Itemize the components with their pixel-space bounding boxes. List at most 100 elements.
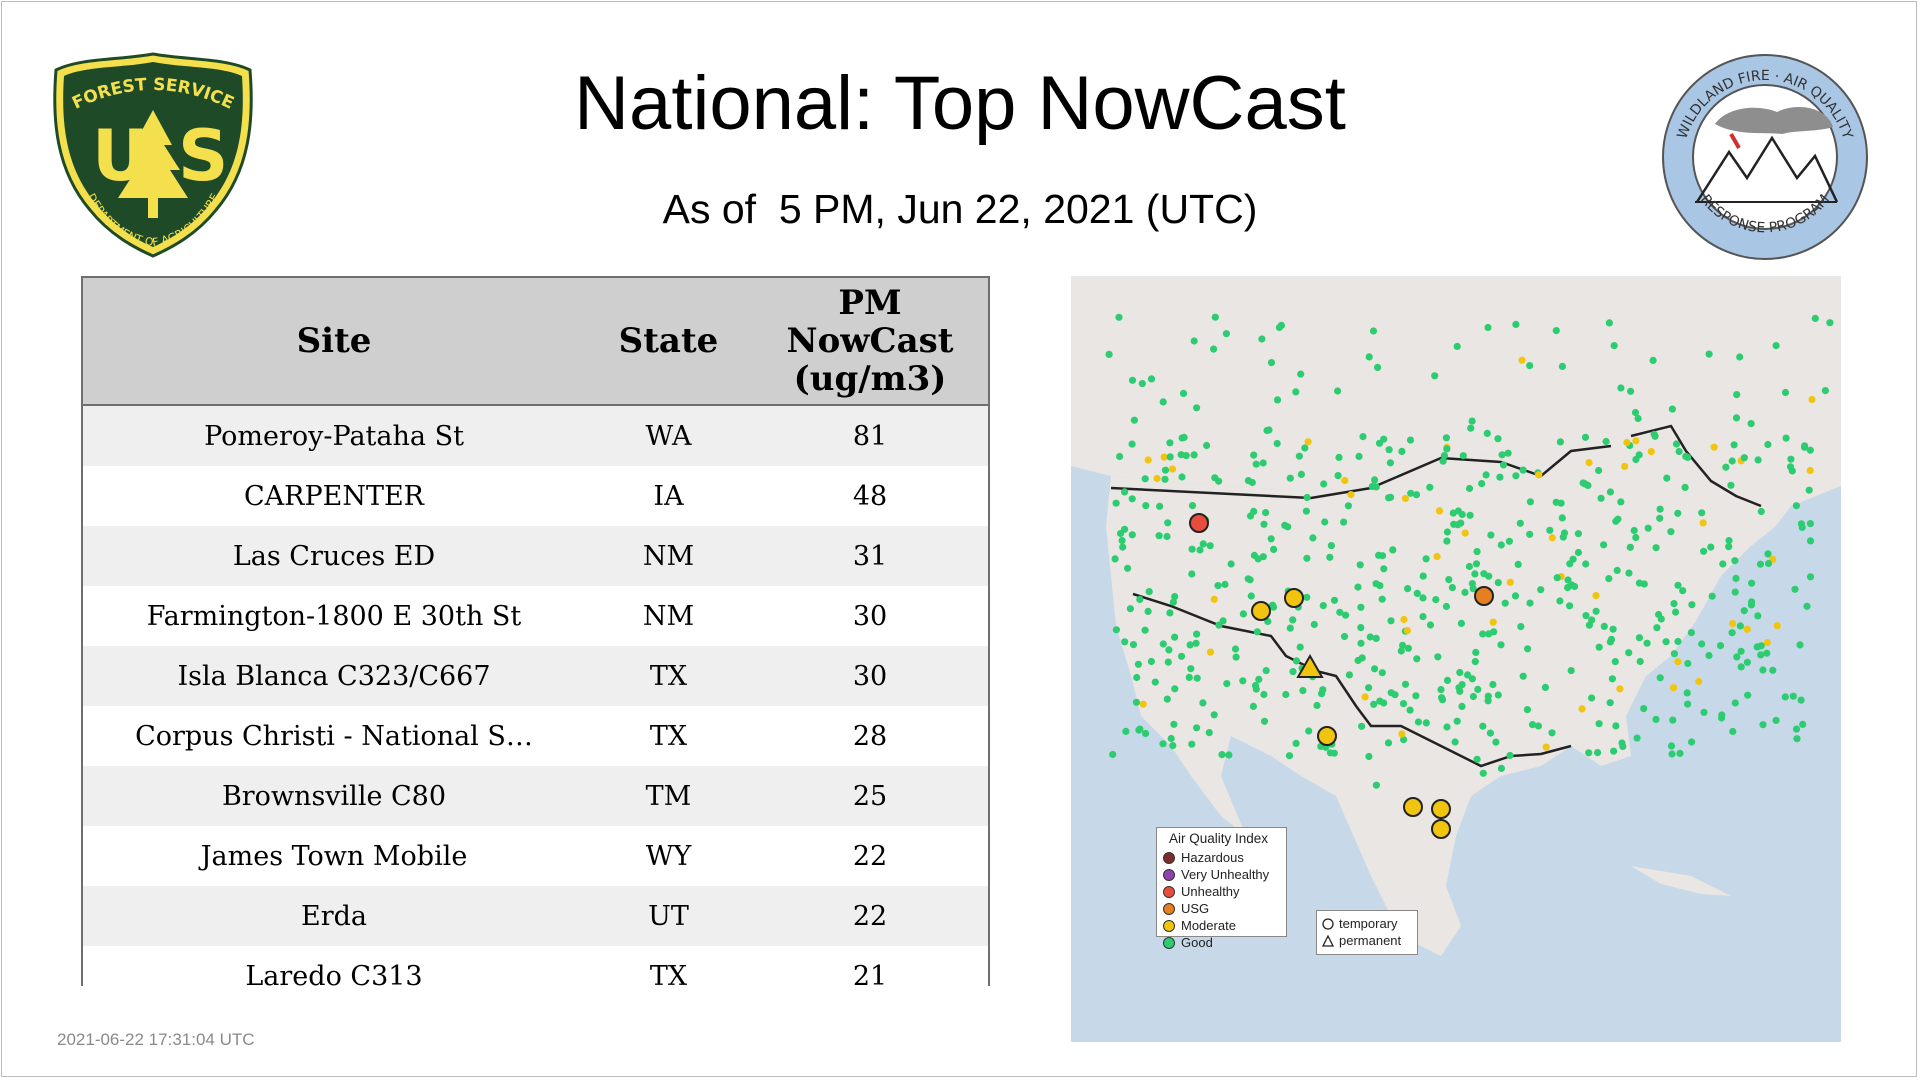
station-dot — [1716, 642, 1725, 650]
station-dot — [1126, 605, 1134, 613]
station-dot — [1556, 597, 1564, 605]
station-dot — [1142, 502, 1150, 510]
station-dot — [1414, 718, 1422, 726]
cell-site: CARPENTER — [243, 480, 425, 512]
station-dot — [1297, 470, 1305, 478]
station-dot — [1471, 658, 1479, 666]
station-dot — [1132, 698, 1140, 706]
station-dot — [1304, 438, 1312, 446]
station-dot — [1193, 404, 1201, 412]
station-dot — [1188, 740, 1196, 748]
station-dot — [1524, 645, 1532, 653]
station-dot — [1372, 634, 1380, 642]
station-dot — [1479, 630, 1487, 638]
station-dot — [1681, 483, 1689, 491]
station-dot — [1239, 677, 1247, 685]
station-dot — [1335, 453, 1343, 461]
station-dot — [1365, 752, 1373, 761]
station-dot — [1115, 313, 1123, 321]
station-dot — [1301, 444, 1309, 452]
station-dot — [1260, 690, 1268, 699]
station-dot — [1626, 543, 1634, 551]
station-dot — [1806, 537, 1815, 545]
cell-value: 81 — [852, 420, 888, 452]
station-dot — [1675, 447, 1683, 456]
station-dot — [1179, 389, 1188, 397]
station-dot — [1407, 489, 1415, 497]
station-dot — [1136, 595, 1144, 603]
station-dot — [1705, 350, 1713, 358]
station-dot — [1134, 660, 1142, 668]
station-dot — [1130, 416, 1138, 424]
station-dot — [1199, 540, 1207, 548]
station-dot — [1264, 617, 1272, 626]
station-dot — [1478, 480, 1486, 488]
station-dot — [1397, 647, 1405, 655]
station-dot — [1334, 387, 1342, 395]
station-dot — [1371, 665, 1379, 673]
station-dot — [1419, 572, 1427, 580]
station-dot — [1210, 711, 1218, 719]
station-dot — [1380, 565, 1388, 573]
station-dot — [1289, 668, 1297, 676]
station-dot — [1281, 521, 1289, 529]
station-dot — [1528, 721, 1537, 729]
station-dot — [1400, 615, 1408, 624]
station-dot — [1566, 560, 1574, 568]
station-dot — [1167, 734, 1175, 743]
cell-value: 25 — [852, 780, 888, 812]
station-dot — [1635, 579, 1643, 587]
station-dot — [1164, 519, 1172, 527]
station-dot — [1747, 420, 1755, 428]
station-dot — [1764, 559, 1773, 568]
svg-text:U: U — [92, 115, 149, 197]
station-dot — [1635, 634, 1643, 642]
station-dot — [1171, 633, 1179, 641]
station-dot — [1606, 699, 1614, 707]
station-dot — [1357, 624, 1365, 632]
station-dot — [1729, 620, 1737, 628]
station-dot — [1574, 548, 1582, 557]
station-dot — [1376, 582, 1384, 590]
station-dot — [1489, 680, 1497, 689]
station-dot — [1605, 575, 1613, 583]
station-dot — [1605, 319, 1613, 327]
station-dot — [1600, 622, 1608, 630]
station-dot — [1781, 388, 1790, 397]
station-dot — [1443, 528, 1451, 536]
station-dot — [1250, 451, 1258, 459]
station-dot — [1519, 466, 1527, 474]
table-row: Pomeroy-Pataha St WA 81 — [83, 405, 988, 466]
station-dot — [1401, 680, 1410, 688]
station-dot — [1672, 608, 1680, 616]
station-dot — [1670, 650, 1678, 658]
station-dot — [1526, 599, 1534, 607]
station-dot — [1171, 685, 1179, 693]
station-dot — [1578, 705, 1586, 713]
station-dot — [1753, 643, 1761, 651]
station-dot — [1225, 751, 1233, 759]
station-dot — [1486, 729, 1494, 737]
station-dot — [1199, 699, 1207, 707]
top-nowcast-table: Site State PM NowCast (ug/m3) Pomeroy-Pa… — [81, 276, 990, 1006]
station-dot — [1370, 700, 1378, 708]
station-dot — [1482, 471, 1490, 479]
station-dot — [1178, 473, 1186, 481]
station-dot — [1494, 579, 1502, 587]
station-dot — [1356, 561, 1364, 569]
station-dot — [1792, 502, 1800, 510]
station-dot — [1606, 488, 1614, 496]
station-dot — [1453, 342, 1461, 350]
station-dot — [1105, 350, 1113, 358]
station-dot — [1567, 667, 1575, 675]
station-dot — [1187, 665, 1195, 673]
station-dot — [1369, 327, 1378, 335]
station-dot — [1412, 692, 1420, 700]
station-dot — [1614, 515, 1622, 523]
station-dot — [1319, 602, 1327, 610]
station-dot — [1730, 441, 1738, 449]
legend-swatch — [1163, 885, 1175, 898]
station-dot — [1155, 532, 1163, 540]
station-dot — [1526, 530, 1534, 538]
station-dot — [1497, 641, 1505, 649]
